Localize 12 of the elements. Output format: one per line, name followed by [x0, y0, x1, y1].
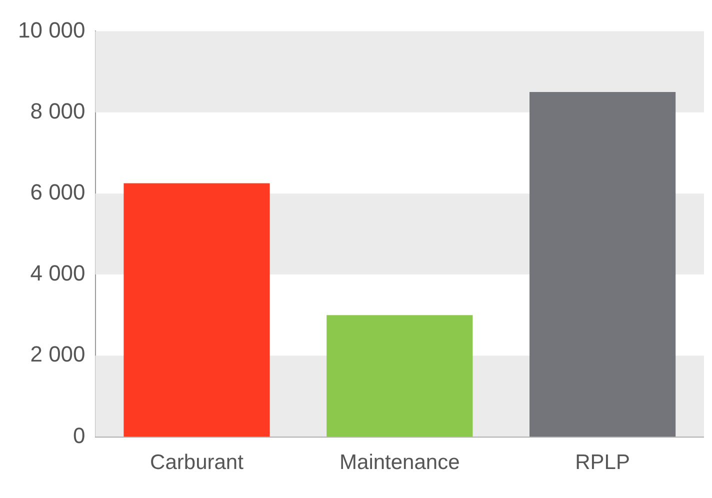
- bar: [124, 183, 270, 437]
- y-tick-label: 10 000: [18, 17, 86, 42]
- bar: [530, 92, 676, 437]
- y-tick-label: 2 000: [30, 342, 86, 367]
- x-tick-label: RPLP: [575, 451, 630, 474]
- bar: [326, 315, 473, 437]
- x-tick-label: Carburant: [150, 451, 244, 474]
- y-tick-label: 6 000: [30, 180, 86, 205]
- x-tick-label: Maintenance: [340, 451, 460, 474]
- y-tick-label: 4 000: [30, 260, 86, 286]
- y-tick-label: 8 000: [30, 98, 86, 124]
- y-tick-label: 0: [73, 422, 86, 448]
